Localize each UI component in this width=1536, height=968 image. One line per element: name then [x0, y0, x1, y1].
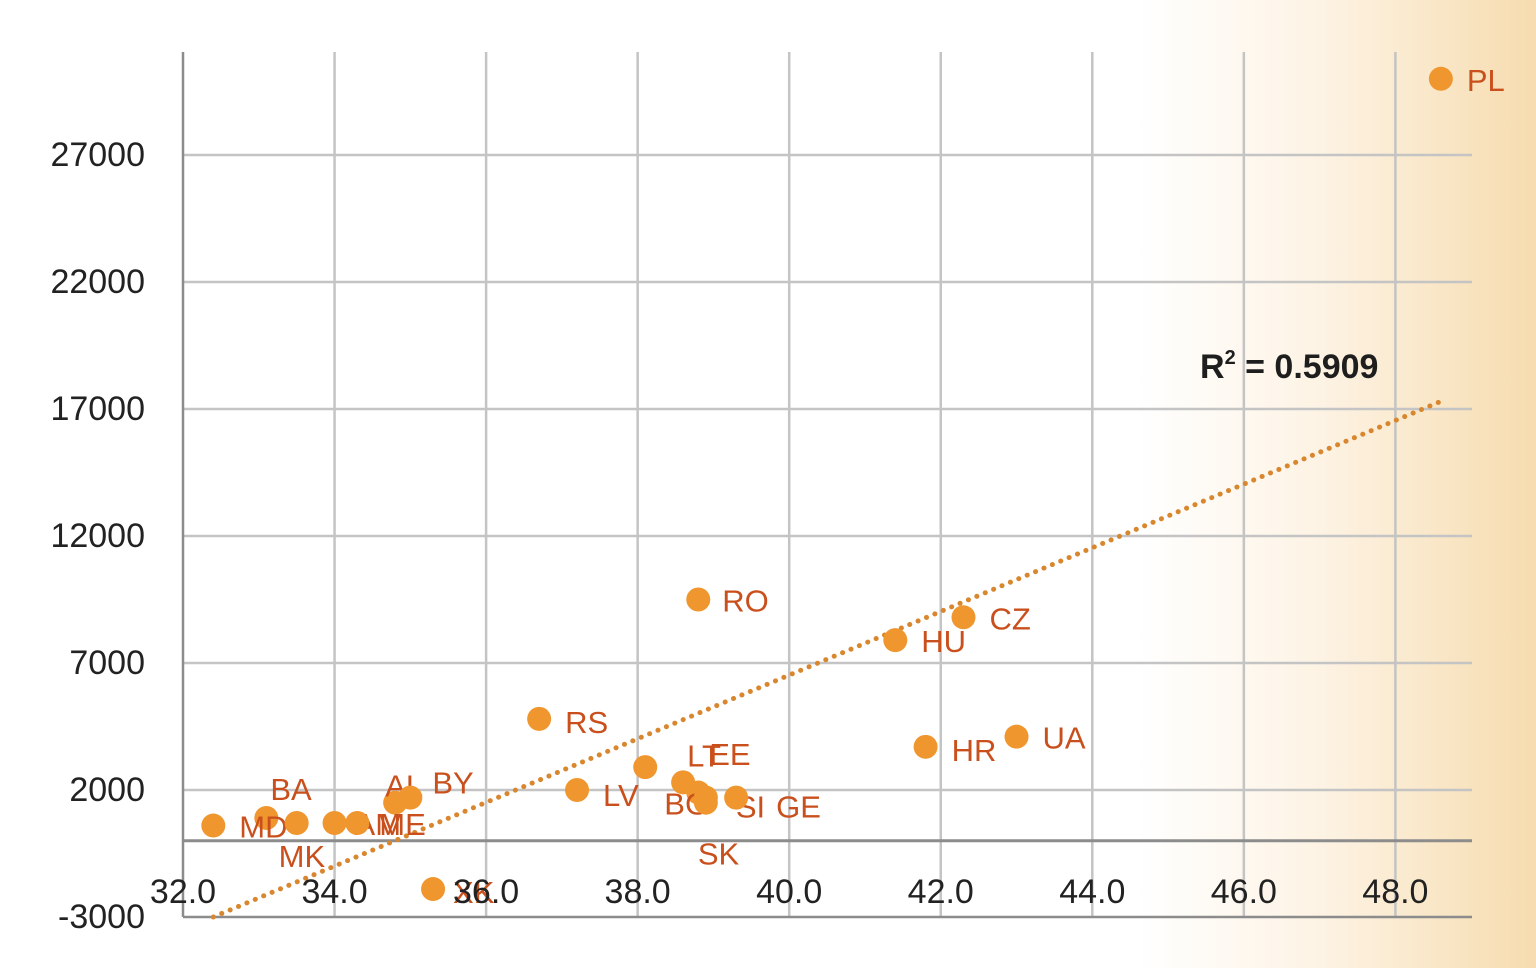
- tick-labels: 32.0 34.0 36.0 38.0 40.0 42.0 44.0 46.0 48.0 -300…: [50, 136, 1428, 936]
- point-label-ee: EE: [709, 737, 750, 772]
- x-tick-label: 46.0: [1211, 873, 1277, 911]
- point-label-cz: CZ: [989, 601, 1030, 636]
- point-label-mk: MK: [279, 839, 326, 874]
- point-label-ge: GE: [776, 790, 821, 825]
- x-tick-label: 44.0: [1059, 873, 1125, 911]
- point-label-hu: HU: [921, 624, 966, 659]
- data-point-cz: [951, 605, 976, 630]
- x-tick-label: 42.0: [908, 873, 974, 911]
- y-tick-label: 17000: [50, 390, 145, 428]
- point-label-xk: XK: [453, 875, 495, 910]
- y-tick-label: 22000: [50, 263, 145, 301]
- x-tick-label: 38.0: [605, 873, 671, 911]
- point-label-hr: HR: [952, 733, 997, 768]
- data-point-ge: [724, 785, 749, 810]
- data-point-ua: [1004, 724, 1029, 749]
- x-tick-label: 36.0: [453, 873, 519, 911]
- point-label-lt: LT: [687, 738, 721, 773]
- point-label-ua: UA: [1043, 721, 1086, 756]
- r-squared-base: R: [1200, 348, 1225, 386]
- data-point-hr: [913, 734, 938, 759]
- data-point-me: [345, 811, 370, 836]
- data-point-sk: [693, 790, 718, 815]
- data-point-ro: [686, 587, 711, 612]
- data-point-ee: [633, 755, 658, 780]
- data-point-hu: [883, 628, 908, 653]
- axes: [181, 52, 1472, 919]
- data-point-md: [201, 813, 226, 838]
- data-point-pl: [1428, 66, 1453, 91]
- trendline-path: [210, 398, 1444, 920]
- x-tick-label: 40.0: [756, 873, 822, 911]
- data-point-by: [398, 785, 423, 810]
- point-label-me: ME: [379, 807, 426, 842]
- point-label-by: BY: [432, 766, 473, 801]
- trendline: [210, 398, 1444, 920]
- point-label-pl: PL: [1467, 63, 1505, 98]
- r-squared-annotation: R2 = 0.5909: [1200, 347, 1378, 386]
- data-point-am: [322, 811, 347, 836]
- point-label-lv: LV: [603, 778, 639, 813]
- data-point-lv: [565, 778, 590, 802]
- data-point-rs: [527, 706, 552, 731]
- x-tick-label: 34.0: [301, 873, 367, 911]
- point-label-md: MD: [239, 810, 287, 845]
- point-label-ba: BA: [270, 772, 312, 807]
- r-squared-superscript: 2: [1225, 347, 1236, 369]
- r-squared-value: = 0.5909: [1236, 348, 1379, 386]
- point-label-rs: RS: [565, 705, 608, 740]
- y-tick-label: 7000: [69, 644, 145, 682]
- data-point-ba: [254, 805, 279, 830]
- y-tick-label: 2000: [69, 771, 145, 809]
- y-tick-label: 27000: [50, 136, 145, 174]
- x-tick-label: 32.0: [150, 873, 216, 911]
- data-point-mk: [284, 811, 309, 836]
- point-label-ro: RO: [722, 584, 769, 619]
- grid-lines: [183, 52, 1472, 917]
- data-point-xk: [421, 877, 446, 902]
- y-tick-label: 12000: [50, 517, 145, 555]
- x-tick-label: 48.0: [1362, 873, 1428, 911]
- point-label-sk: SK: [698, 837, 740, 872]
- y-tick-label: -3000: [58, 898, 145, 936]
